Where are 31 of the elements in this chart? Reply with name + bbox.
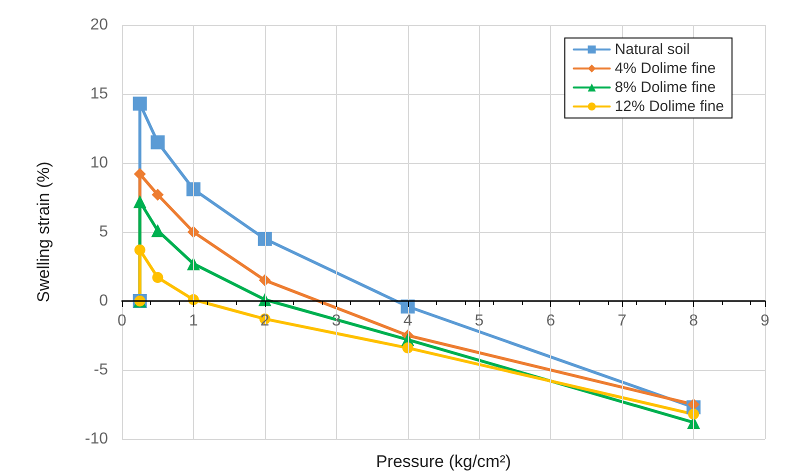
x-tick-label: 8: [689, 312, 698, 330]
point: [133, 195, 146, 208]
legend-label: 8% Dolime fine: [614, 79, 716, 96]
point: [152, 188, 164, 201]
y-tick-label: -5: [94, 362, 108, 378]
y-tick-label: -10: [84, 430, 108, 448]
y-tick-label: 15: [90, 86, 108, 102]
legend-label: Natural soil: [614, 41, 690, 58]
legend-label: 12% Dolime fine: [614, 98, 724, 115]
x-tick-label: 5: [474, 312, 484, 330]
x-tick-label: 4: [403, 312, 412, 330]
point: [186, 182, 200, 196]
x-axis-title: Pressure (kg/cm²): [376, 452, 512, 471]
point: [152, 272, 164, 284]
x-tick-label: 6: [546, 312, 556, 330]
point: [134, 168, 146, 180]
y-axis-title: Swelling strain (%): [34, 162, 53, 302]
y-tick-label: 10: [90, 154, 108, 172]
x-tick-label: 1: [188, 312, 198, 330]
point: [151, 224, 164, 238]
point: [134, 244, 146, 256]
x-tick-label: 9: [760, 312, 770, 330]
point: [132, 96, 147, 111]
point: [258, 232, 272, 246]
legend-label: 4% Dolime fine: [614, 60, 716, 77]
y-tick-label: 5: [99, 224, 108, 240]
y-tick-label: 0: [99, 292, 108, 310]
x-tick-label: 0: [118, 312, 127, 330]
y-tick-label: 20: [90, 16, 108, 34]
x-tick-label: 7: [618, 312, 627, 330]
point: [150, 135, 165, 150]
